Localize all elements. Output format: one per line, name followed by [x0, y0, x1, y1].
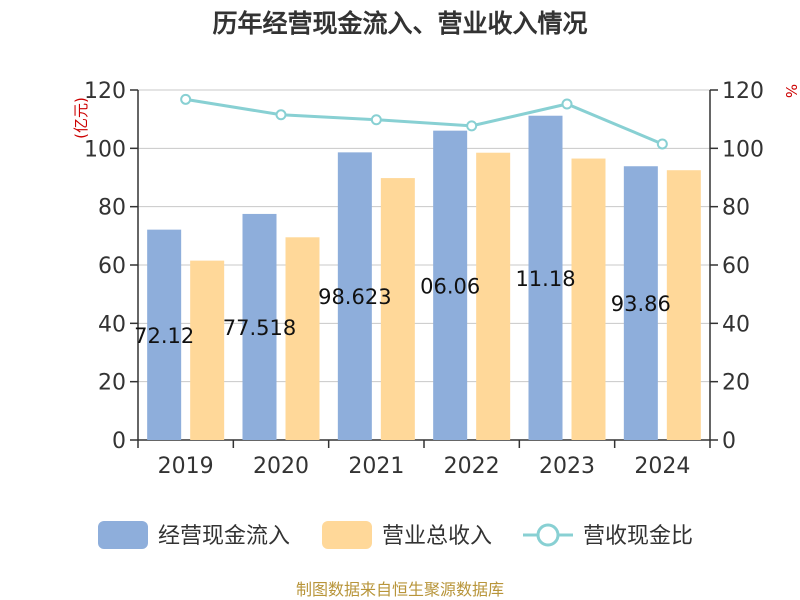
right-tick-label-20: 20: [722, 371, 750, 396]
chart-title: 历年经营现金流入、营业收入情况: [212, 9, 587, 38]
source-note: 制图数据来自恒生聚源数据库: [296, 580, 504, 599]
x-tick-label-2023: 2023: [539, 454, 595, 479]
ratio-point-2019: [180, 93, 192, 105]
bar-cash-inflow-2023: [528, 115, 563, 440]
data-label-2024: 93.86: [611, 292, 671, 316]
legend-label-ratio: 营收现金比: [583, 524, 693, 549]
bar-cash-inflow-2021: [337, 152, 372, 440]
data-label-2021: 98.623: [318, 285, 391, 309]
bar-revenue-2021: [380, 178, 415, 441]
right-axis-ticks: 0 20 40 60 80 100 120: [710, 79, 764, 454]
right-tick-label-60: 60: [722, 254, 750, 279]
ratio-point-2021: [370, 114, 382, 126]
x-tick-label-2024: 2024: [634, 454, 690, 479]
left-axis-unit: (亿元): [72, 97, 90, 139]
ratio-point-2022: [466, 120, 478, 132]
left-tick-label-20: 20: [98, 371, 126, 396]
x-tick-label-2020: 2020: [253, 454, 309, 479]
x-tick-label-2019: 2019: [158, 454, 214, 479]
left-tick-label-60: 60: [98, 254, 126, 279]
legend-label-revenue: 营业总收入: [382, 524, 492, 549]
x-axis-ticks: 2019 2020 2021 2022 2023 2024: [137, 440, 711, 479]
left-tick-label-120: 120: [84, 79, 126, 104]
bars: [147, 115, 701, 441]
ratio-line: [180, 93, 668, 150]
bar-cash-inflow-2022: [433, 130, 468, 441]
right-tick-label-100: 100: [722, 137, 764, 162]
data-label-2019: 72.12: [134, 324, 194, 348]
bar-revenue-2020: [285, 237, 320, 440]
ratio-point-2024: [656, 138, 668, 150]
gridlines: [138, 89, 710, 441]
right-axis-unit: %: [782, 84, 800, 98]
data-labels: 72.12 77.518 98.623 06.06 11.18 93.86: [134, 267, 671, 348]
ratio-point-2020: [275, 109, 287, 121]
right-tick-label-120: 120: [722, 79, 764, 104]
right-tick-label-40: 40: [722, 312, 750, 337]
right-tick-label-80: 80: [722, 196, 750, 221]
data-label-2020: 77.518: [223, 316, 296, 340]
left-tick-label-0: 0: [112, 429, 126, 454]
left-axis-ticks: 0 20 40 60 80 100 120: [84, 79, 138, 454]
legend-swatch-revenue: [322, 521, 372, 549]
ratio-point-2023: [561, 98, 573, 110]
data-label-2022: 06.06: [420, 274, 480, 298]
left-tick-label-40: 40: [98, 312, 126, 337]
bar-revenue-2023: [571, 158, 606, 440]
bar-revenue-2022: [476, 152, 511, 441]
x-tick-label-2021: 2021: [348, 454, 404, 479]
bar-cash-inflow-2024: [623, 166, 658, 440]
x-tick-label-2022: 2022: [444, 454, 500, 479]
ratio-line-path: [185, 97, 663, 146]
left-tick-label-80: 80: [98, 196, 126, 221]
bar-cash-inflow-2020: [242, 213, 277, 440]
legend-label-cash-inflow: 经营现金流入: [158, 524, 290, 549]
left-tick-label-100: 100: [84, 137, 126, 162]
bar-revenue-2019: [190, 260, 225, 440]
bar-revenue-2024: [666, 170, 701, 441]
right-tick-label-0: 0: [722, 429, 736, 454]
legend: 经营现金流入 营业总收入 营收现金比: [98, 521, 693, 549]
bar-cash-inflow-2019: [147, 229, 182, 440]
data-label-2023: 11.18: [515, 267, 575, 291]
legend-swatch-cash-inflow: [98, 521, 148, 549]
legend-marker-ratio: [536, 523, 560, 547]
